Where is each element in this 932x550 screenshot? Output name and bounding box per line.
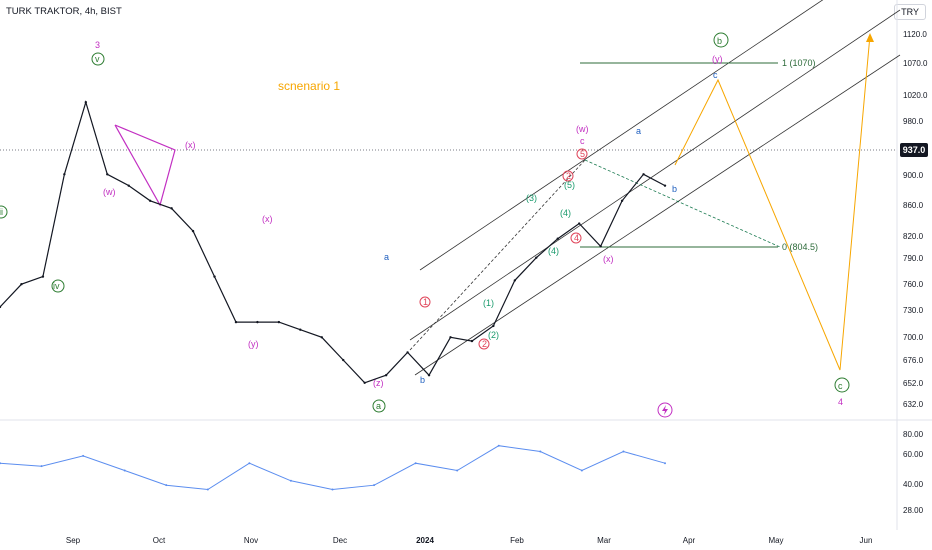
rsi-tick-label: 28.00 bbox=[903, 506, 924, 515]
price-tick-label: 676.0 bbox=[903, 356, 924, 365]
time-tick-label: Nov bbox=[244, 536, 258, 545]
price-line bbox=[0, 100, 666, 384]
wave-label: 4 bbox=[838, 397, 843, 407]
wave-label: (x) bbox=[603, 254, 614, 264]
price-tick-label: 632.0 bbox=[903, 400, 924, 409]
channel-upper bbox=[419, 0, 824, 271]
channel-lower bbox=[414, 54, 901, 376]
target-dashed-line bbox=[584, 159, 781, 248]
price-tick-label: 980.0 bbox=[903, 117, 924, 126]
price-tick-label: 730.0 bbox=[903, 306, 924, 315]
time-tick-label: Dec bbox=[333, 536, 347, 545]
wave-label: 1 bbox=[423, 297, 428, 307]
currency-badge[interactable]: TRY bbox=[894, 4, 926, 20]
wave-label: (x) bbox=[262, 214, 273, 224]
wave-label: (z) bbox=[373, 378, 384, 388]
time-tick-label: 2024 bbox=[416, 536, 434, 545]
wave-label: c bbox=[580, 136, 585, 146]
wave-label: (2) bbox=[488, 330, 499, 340]
wave-circle bbox=[51, 279, 65, 293]
price-tick-label: 820.0 bbox=[903, 232, 924, 241]
triangle-pattern bbox=[114, 124, 176, 207]
wave-label: (y) bbox=[248, 339, 259, 349]
wave-label: (3) bbox=[526, 193, 537, 203]
wave-label: a bbox=[384, 252, 389, 262]
wave-labels: 3 v iii iv (x) (w) (x) (y) a (z) a b 1 2… bbox=[0, 32, 850, 413]
rsi-series bbox=[0, 444, 666, 491]
price-series bbox=[0, 100, 667, 384]
wave-label: (1) bbox=[483, 298, 494, 308]
price-tick-label: 1070.0 bbox=[903, 59, 928, 68]
time-tick-label: Mar bbox=[597, 536, 611, 545]
wave-circle bbox=[570, 232, 582, 244]
wave-label: 4 bbox=[574, 233, 579, 243]
time-tick-label: Oct bbox=[153, 536, 166, 545]
scenario-label: scnenario 1 bbox=[278, 79, 341, 93]
wave-label: 2 bbox=[566, 171, 571, 181]
wave-circle bbox=[372, 399, 386, 413]
price-tick-label: 1120.0 bbox=[903, 30, 927, 39]
time-axis: Sep Oct Nov Dec 2024 Feb Mar Apr May Jun bbox=[66, 536, 873, 545]
rsi-line bbox=[0, 445, 666, 491]
time-tick-label: Jun bbox=[860, 536, 873, 545]
wave-label: a bbox=[376, 401, 381, 411]
time-tick-label: May bbox=[768, 536, 783, 545]
price-tick-label: 860.0 bbox=[903, 201, 924, 210]
price-tick-label: 652.0 bbox=[903, 379, 924, 388]
wave-label: (4) bbox=[548, 246, 559, 256]
wave-circle bbox=[562, 170, 574, 182]
rsi-tick-label: 40.00 bbox=[903, 480, 924, 489]
wave-label: b bbox=[672, 184, 677, 194]
last-price-badge: 937.0 bbox=[900, 143, 928, 157]
wave-circle bbox=[834, 377, 850, 393]
time-tick-label: Sep bbox=[66, 536, 81, 545]
projection-arrow-icon bbox=[866, 33, 874, 42]
fib-label-0: 0 (804.5) bbox=[782, 242, 818, 252]
projection-path bbox=[674, 34, 871, 371]
fib-label-1: 1 (1070) bbox=[782, 58, 816, 68]
wave-label: iv bbox=[53, 281, 60, 291]
symbol-title: TURK TRAKTOR, 4h, BIST bbox=[6, 6, 122, 17]
price-tick-label: 900.0 bbox=[903, 171, 924, 180]
price-tick-label: 700.0 bbox=[903, 333, 924, 342]
rsi-axis: 80.00 60.00 40.00 28.00 bbox=[903, 430, 924, 515]
wave-label: (x) bbox=[185, 140, 196, 150]
wave-label: (y) bbox=[712, 54, 723, 64]
wave-dashed-line bbox=[409, 159, 586, 351]
wave-circle bbox=[0, 205, 8, 219]
time-tick-label: Apr bbox=[683, 536, 696, 545]
wave-label: iii bbox=[0, 207, 3, 217]
wave-circle bbox=[419, 296, 431, 308]
wave-label: a bbox=[636, 126, 641, 136]
wave-label: c bbox=[838, 381, 843, 391]
wave-circle bbox=[713, 32, 729, 48]
wave-label: c bbox=[713, 70, 718, 80]
wave-label: (5) bbox=[564, 180, 575, 190]
rsi-tick-label: 80.00 bbox=[903, 430, 924, 439]
wave-circle bbox=[478, 338, 490, 350]
price-axis: 1120.01070.01020.0980.0940.0900.0860.082… bbox=[903, 30, 928, 409]
price-tick-label: 790.0 bbox=[903, 254, 924, 263]
time-tick-label: Feb bbox=[510, 536, 524, 545]
wave-label: 3 bbox=[95, 40, 100, 50]
wave-label: b bbox=[420, 375, 425, 385]
lightning-glyph-icon bbox=[662, 405, 668, 415]
rsi-tick-label: 60.00 bbox=[903, 450, 924, 459]
wave-label: 2 bbox=[482, 339, 487, 349]
wave-label: 5 bbox=[580, 149, 585, 159]
wave-circle bbox=[576, 148, 588, 160]
wave-label: (w) bbox=[576, 124, 589, 134]
price-tick-label: 1020.0 bbox=[903, 91, 928, 100]
channel-mid bbox=[409, 9, 901, 341]
price-tick-label: 760.0 bbox=[903, 280, 924, 289]
wave-label: (4) bbox=[560, 208, 571, 218]
wave-circle bbox=[91, 52, 105, 66]
wave-label: v bbox=[95, 54, 100, 64]
wave-label: (w) bbox=[103, 187, 116, 197]
wave-label: b bbox=[717, 36, 722, 46]
